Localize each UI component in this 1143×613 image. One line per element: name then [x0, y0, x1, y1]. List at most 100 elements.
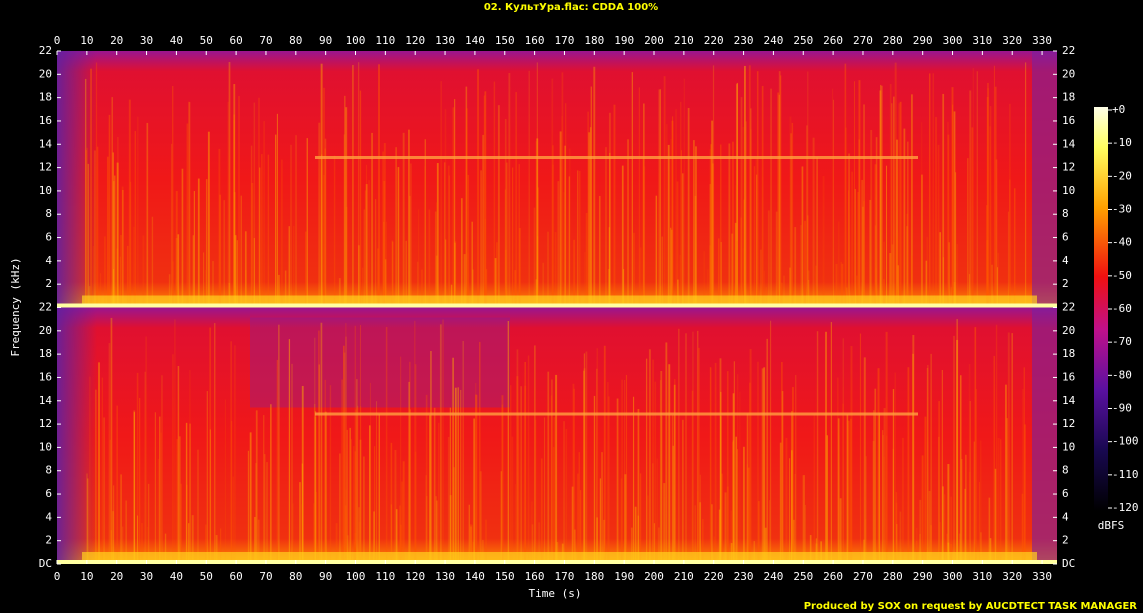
spectrogram-streak — [986, 205, 988, 308]
spectrogram-streak — [906, 213, 909, 308]
y-tick-label: 16 — [39, 114, 52, 127]
spectrogram-streak — [767, 210, 770, 308]
x-tick-label: 30 — [140, 34, 153, 47]
spectrogram-streak — [383, 180, 386, 308]
spectrogram-streak — [780, 75, 782, 308]
spectrogram-streak — [245, 269, 247, 308]
spectrogram-streak — [214, 323, 216, 564]
spectrogram-streak — [383, 221, 385, 308]
spectrogram-streak — [573, 388, 576, 564]
spectrogram-streak — [520, 386, 522, 564]
spectrogram-streak — [561, 72, 564, 308]
spectrogram-streak — [90, 68, 92, 308]
spectrogram-streak — [93, 150, 96, 308]
spectrogram-streak — [874, 388, 877, 564]
spectrogram-streak — [505, 162, 508, 308]
spectrogram-streak — [445, 239, 447, 308]
spectrogram-streak — [953, 335, 955, 564]
spectrogram-streak — [732, 440, 734, 564]
y-tick-label: 8 — [45, 207, 52, 220]
spectrogram-streak — [250, 145, 253, 308]
spectrogram-streak — [648, 349, 651, 564]
spectrogram-streak — [369, 382, 371, 564]
spectrogram-streak — [927, 364, 929, 564]
spectrogram-streak — [177, 234, 180, 308]
spectrogram-streak — [577, 170, 579, 308]
spectrogram-streak — [281, 159, 283, 308]
spectrogram-streak — [892, 389, 895, 564]
spectrogram-streak — [719, 358, 722, 564]
spectrogram-streak — [720, 391, 722, 564]
x-tick-label: 150 — [495, 570, 515, 583]
spectrogram-streak — [935, 117, 937, 308]
spectrogram-streak — [921, 174, 923, 308]
spectrogram-streak — [134, 131, 136, 308]
spectrogram-streak — [968, 274, 971, 308]
spectrogram-streak — [188, 101, 190, 308]
spectrogram-streak — [846, 414, 849, 564]
spectrogram-streak — [515, 92, 518, 308]
spectrogram-streak — [873, 410, 875, 564]
spectrogram-streak — [104, 236, 106, 308]
y-tick-label: 20 — [1062, 324, 1075, 337]
spectrogram-streak — [947, 134, 950, 308]
spectrogram-streak — [514, 270, 517, 308]
spectrogram-streak — [197, 178, 200, 308]
spectrogram-streak — [683, 78, 685, 308]
spectrogram-streak — [874, 225, 877, 308]
spectrogram-streak — [469, 524, 472, 564]
spectrogram-streak — [783, 275, 785, 308]
spectrogram-streak — [203, 252, 205, 308]
spectrogram-streak — [596, 517, 598, 564]
spectrogram-background — [57, 307, 1057, 564]
spectrogram-streak — [897, 265, 899, 308]
spectrogram-streak — [255, 463, 257, 564]
spectrogram-streak — [1022, 389, 1024, 564]
spectrogram-streak — [172, 354, 174, 564]
spectrogram-streak — [953, 111, 956, 308]
spectrogram-streak — [444, 162, 446, 308]
spectrogram-streak — [899, 511, 902, 564]
spectrogram-streak — [645, 358, 648, 564]
spectrogram-streak — [605, 147, 607, 308]
spectrogram-streak — [209, 429, 212, 564]
x-tick-label: 60 — [229, 34, 242, 47]
x-tick-label: 330 — [1032, 34, 1052, 47]
spectrogram-streak — [359, 325, 362, 564]
y-tick-label: 22 — [39, 44, 52, 57]
spectrogram-streak — [720, 241, 722, 308]
spectrogram-streak — [678, 328, 680, 564]
spectrogram-streak — [301, 463, 303, 564]
spectrogram-streak — [919, 533, 921, 564]
x-tick-label: 40 — [170, 570, 183, 583]
spectrogram-streak — [508, 72, 511, 308]
x-tick-label: 220 — [704, 570, 724, 583]
spectrogram-streak — [969, 90, 972, 308]
spectrogram-streak — [848, 190, 850, 308]
spectrogram-streak — [851, 171, 854, 308]
spectrogram-streak — [421, 269, 423, 308]
spectrogram-streak — [891, 244, 894, 308]
y-tick-label: 4 — [1062, 254, 1069, 267]
spectrogram-streak — [249, 432, 252, 564]
x-tick-label: 210 — [674, 34, 694, 47]
x-tick-label: 210 — [674, 570, 694, 583]
spectrogram-streak — [863, 104, 865, 308]
spectrogram-streak — [709, 184, 712, 308]
spectrogram-streak — [1013, 188, 1016, 308]
spectrogram-streak — [588, 132, 591, 308]
spectrogram-streak — [791, 387, 794, 564]
spectrogram-streak — [400, 356, 402, 564]
spectrogram-streak — [454, 387, 457, 564]
y-tick-label: 12 — [39, 161, 52, 174]
spectrogram-streak — [637, 408, 640, 564]
spectrogram-streak — [856, 275, 858, 308]
spectrogram-streak — [807, 215, 809, 308]
spectrogram-streak — [141, 522, 143, 564]
spectrogram-streak — [92, 245, 95, 308]
spectrogram-streak — [425, 394, 428, 564]
spectrogram-streak — [514, 484, 516, 564]
spectrogram-streak — [925, 260, 928, 308]
spectrogram-streak — [837, 377, 839, 564]
spectrogram-streak — [151, 216, 154, 308]
